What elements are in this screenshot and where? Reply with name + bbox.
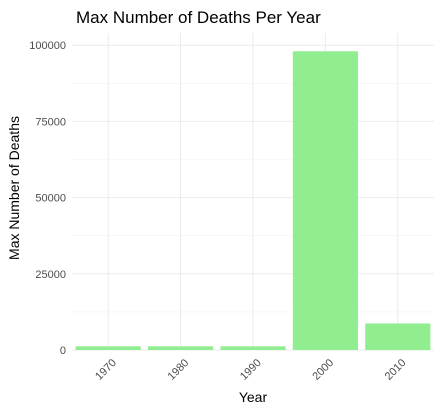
- y-ticks-layer: 0 25000 50000 75000 100000: [29, 40, 66, 357]
- x-tick-label: 2010: [383, 357, 409, 383]
- x-tick-label: 2000: [310, 357, 336, 383]
- bar-1990: [220, 346, 286, 350]
- bar-2010: [365, 323, 431, 350]
- x-tick-label: 1980: [166, 357, 192, 383]
- y-axis-title: Max Number of Deaths: [6, 116, 22, 260]
- bar-1970: [75, 346, 141, 350]
- y-tick-label: 0: [60, 345, 66, 357]
- x-ticks-layer: 1970 1980 1990 2000 2010: [93, 357, 408, 383]
- chart-title: Max Number of Deaths Per Year: [76, 8, 321, 27]
- bar-1980: [148, 346, 214, 350]
- y-tick-label: 100000: [29, 40, 66, 52]
- bars-layer: [75, 51, 431, 351]
- x-tick-label: 1970: [93, 357, 119, 383]
- y-tick-label: 75000: [35, 116, 66, 128]
- y-tick-label: 25000: [35, 269, 66, 281]
- x-axis-title: Year: [239, 389, 268, 405]
- y-tick-label: 50000: [35, 193, 66, 205]
- grid-layer: [72, 33, 434, 351]
- x-tick-label: 1990: [238, 357, 264, 383]
- bar-2000: [292, 51, 358, 351]
